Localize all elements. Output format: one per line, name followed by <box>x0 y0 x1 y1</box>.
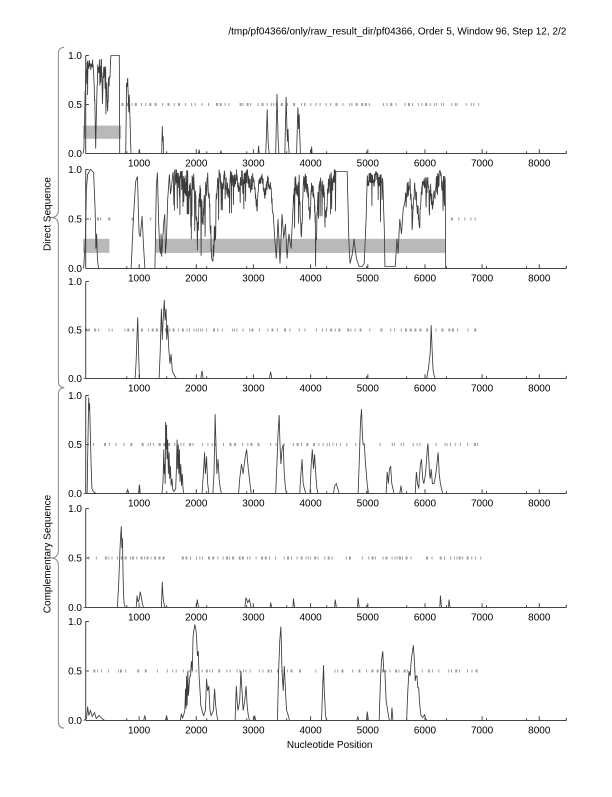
svg-text:1000: 1000 <box>128 498 151 509</box>
svg-text:3000: 3000 <box>242 498 265 509</box>
svg-text:1000: 1000 <box>128 725 151 736</box>
svg-text:4000: 4000 <box>299 383 322 394</box>
svg-text:6000: 6000 <box>414 383 437 394</box>
svg-text:0.0: 0.0 <box>68 374 82 385</box>
svg-text:Nucleotide Position: Nucleotide Position <box>287 740 373 751</box>
svg-text:Complementary Sequence: Complementary Sequence <box>43 494 54 613</box>
svg-text:2000: 2000 <box>185 498 208 509</box>
svg-text:4000: 4000 <box>299 498 322 509</box>
svg-text:0.5: 0.5 <box>68 100 82 111</box>
svg-text:3000: 3000 <box>242 725 265 736</box>
svg-text:0.0: 0.0 <box>68 603 82 614</box>
svg-text:5000: 5000 <box>357 498 380 509</box>
svg-text:5000: 5000 <box>357 383 380 394</box>
svg-text:1000: 1000 <box>128 383 151 394</box>
svg-text:5000: 5000 <box>357 612 380 623</box>
svg-text:6000: 6000 <box>414 273 437 284</box>
svg-text:1.0: 1.0 <box>68 617 82 628</box>
svg-text:0.0: 0.0 <box>68 264 82 275</box>
svg-text:4000: 4000 <box>299 273 322 284</box>
svg-text:/tmp/pf04366/only/raw_result_d: /tmp/pf04366/only/raw_result_dir/pf04366… <box>228 27 566 38</box>
svg-text:4000: 4000 <box>299 612 322 623</box>
svg-text:8000: 8000 <box>528 158 551 169</box>
svg-text:0.0: 0.0 <box>68 149 82 160</box>
svg-text:1.0: 1.0 <box>68 277 82 288</box>
svg-text:5000: 5000 <box>357 158 380 169</box>
svg-text:6000: 6000 <box>414 498 437 509</box>
svg-text:7000: 7000 <box>471 612 494 623</box>
svg-text:4000: 4000 <box>299 158 322 169</box>
svg-text:7000: 7000 <box>471 158 494 169</box>
svg-text:6000: 6000 <box>414 725 437 736</box>
svg-text:2000: 2000 <box>185 725 208 736</box>
svg-text:8000: 8000 <box>528 383 551 394</box>
svg-text:2000: 2000 <box>185 612 208 623</box>
svg-text:0.0: 0.0 <box>68 489 82 500</box>
svg-text:7000: 7000 <box>471 498 494 509</box>
svg-text:1.0: 1.0 <box>68 391 82 402</box>
svg-text:8000: 8000 <box>528 725 551 736</box>
svg-text:1.0: 1.0 <box>68 504 82 515</box>
svg-text:7000: 7000 <box>471 273 494 284</box>
svg-text:1000: 1000 <box>128 612 151 623</box>
svg-text:8000: 8000 <box>528 273 551 284</box>
svg-text:3000: 3000 <box>242 273 265 284</box>
svg-text:0.0: 0.0 <box>68 716 82 727</box>
svg-text:6000: 6000 <box>414 158 437 169</box>
svg-text:5000: 5000 <box>357 725 380 736</box>
svg-text:0.5: 0.5 <box>68 667 82 678</box>
svg-text:2000: 2000 <box>185 383 208 394</box>
svg-text:8000: 8000 <box>528 498 551 509</box>
svg-text:Direct Sequence: Direct Sequence <box>43 177 54 251</box>
svg-text:1000: 1000 <box>128 158 151 169</box>
svg-text:7000: 7000 <box>471 725 494 736</box>
svg-text:1.0: 1.0 <box>68 165 82 176</box>
svg-text:2000: 2000 <box>185 158 208 169</box>
svg-text:0.5: 0.5 <box>68 440 82 451</box>
svg-text:3000: 3000 <box>242 158 265 169</box>
svg-text:0.5: 0.5 <box>68 215 82 226</box>
svg-text:5000: 5000 <box>357 273 380 284</box>
svg-text:2000: 2000 <box>185 273 208 284</box>
svg-text:1.0: 1.0 <box>68 51 82 62</box>
svg-text:8000: 8000 <box>528 612 551 623</box>
svg-text:7000: 7000 <box>471 383 494 394</box>
svg-text:0.5: 0.5 <box>68 326 82 337</box>
svg-text:3000: 3000 <box>242 612 265 623</box>
svg-text:4000: 4000 <box>299 725 322 736</box>
svg-text:3000: 3000 <box>242 383 265 394</box>
svg-text:0.5: 0.5 <box>68 554 82 565</box>
svg-text:6000: 6000 <box>414 612 437 623</box>
svg-text:1000: 1000 <box>128 273 151 284</box>
